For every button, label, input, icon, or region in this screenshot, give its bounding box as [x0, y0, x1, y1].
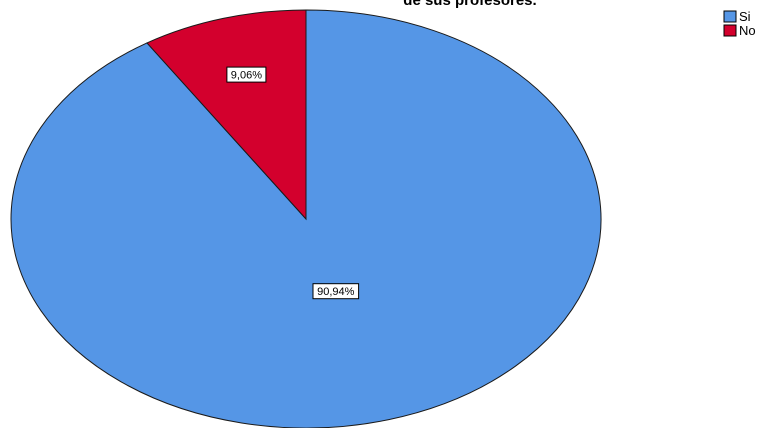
slice-label-text: 9,06%: [231, 70, 262, 82]
legend-swatch-si: [723, 10, 737, 23]
slice-labels: 90,94% 9,06%: [226, 66, 360, 300]
chart-title: de sus profesores.: [403, 0, 536, 9]
slice-label-box: [312, 283, 360, 300]
slice-label-si: 90,94%: [312, 283, 360, 300]
slice-label-text: 90,94%: [317, 286, 355, 298]
legend-label-no: No: [739, 23, 756, 38]
slice-label-box: [226, 66, 267, 83]
pie-slices: [10, 9, 602, 428]
pie-slice-no: [146, 9, 307, 221]
legend-label-si: Si: [739, 9, 751, 24]
legend-swatch-no: [723, 24, 737, 37]
slice-label-no: 9,06%: [226, 66, 267, 83]
